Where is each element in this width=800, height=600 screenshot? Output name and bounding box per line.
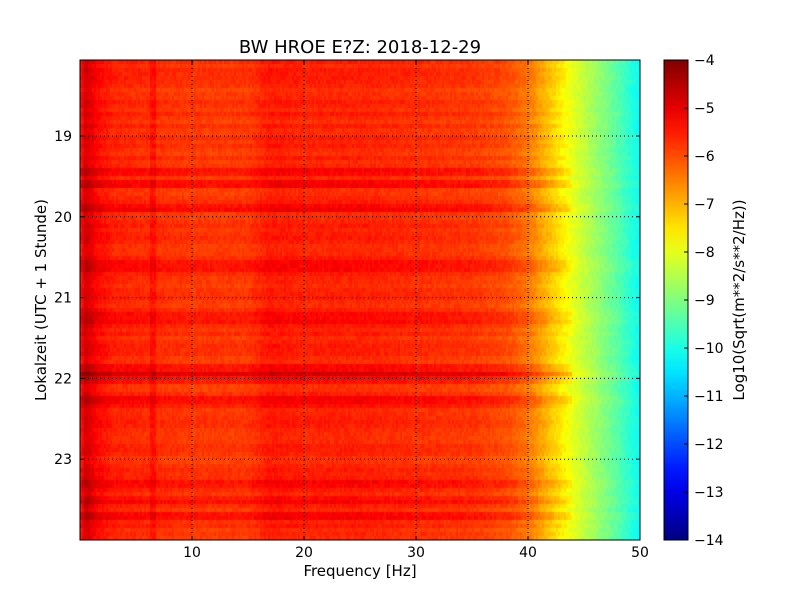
chart-title: BW HROE E?Z: 2018-12-29 — [239, 37, 481, 58]
y-axis-ticks: 19 20 21 22 23 — [54, 129, 640, 468]
colorbar-tick-label: −10 — [694, 341, 724, 357]
grid-lines — [80, 60, 640, 540]
colorbar-tick-label: −11 — [694, 389, 724, 405]
colorbar-label: Log10(Sqrt(m**2/s**2/Hz)) — [730, 199, 748, 400]
colorbar-tick-label: −13 — [694, 485, 724, 501]
spectrogram-heatmap — [80, 60, 640, 540]
x-axis-label: Frequency [Hz] — [303, 562, 416, 580]
x-tick-label: 40 — [519, 545, 537, 561]
y-tick-label: 21 — [54, 291, 72, 307]
spectrogram-plot: 10 20 30 40 50 19 20 21 22 23 — [54, 59, 649, 561]
colorbar-tick-label: −9 — [694, 293, 715, 309]
colorbar-tick-label: −6 — [694, 149, 715, 165]
colorbar-tick-label: −7 — [694, 197, 715, 213]
x-tick-label: 50 — [631, 545, 649, 561]
x-tick-label: 30 — [407, 545, 425, 561]
colorbar-ticks: −4 −5 −6 −7 −8 −9 −10 −11 −12 −13 −14 — [684, 53, 724, 549]
colorbar-tick-label: −4 — [694, 53, 715, 69]
colorbar-tick-label: −14 — [694, 533, 724, 549]
y-tick-label: 19 — [54, 129, 72, 145]
x-tick-label: 10 — [183, 545, 201, 561]
y-axis-label: Lokalzeit (UTC + 1 Stunde) — [32, 199, 50, 401]
y-tick-label: 20 — [54, 210, 72, 226]
spectrogram-image — [80, 60, 640, 540]
colorbar-tick-label: −8 — [694, 245, 715, 261]
plot-frame — [79, 59, 641, 541]
colorbar-tick-label: −12 — [694, 437, 724, 453]
colorbar: −4 −5 −6 −7 −8 −9 −10 −11 −12 −13 −14 Log10(Sqrt(m… — [663, 53, 748, 549]
y-tick-label: 23 — [54, 452, 72, 468]
x-tick-label: 20 — [295, 545, 313, 561]
y-tick-label: 22 — [54, 371, 72, 387]
x-axis-ticks: 10 20 30 40 50 — [183, 60, 649, 561]
colorbar-tick-label: −5 — [694, 101, 715, 117]
